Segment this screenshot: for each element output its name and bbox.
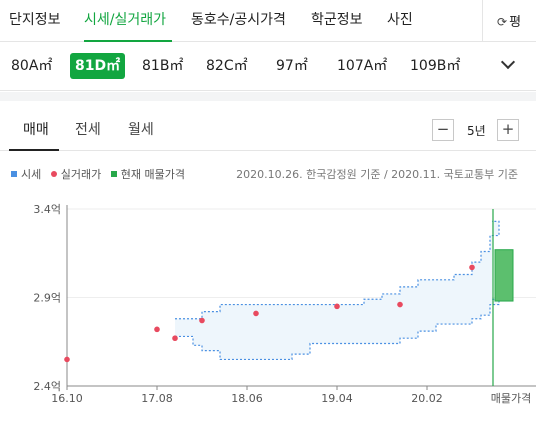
tab-unit-official-price[interactable]: 동호수/공시가격: [191, 12, 286, 28]
divider: [482, 0, 483, 42]
tab-jeonse[interactable]: 전세: [75, 122, 101, 138]
y-tick-label: 2.4억: [33, 380, 61, 393]
price-band-upper: [175, 220, 500, 320]
area-chip[interactable]: 109B㎡: [410, 58, 461, 74]
pyeong-label: 평: [509, 15, 522, 30]
pyeong-toggle-button[interactable]: ⟳ 평: [497, 11, 521, 30]
period-increase-button[interactable]: +: [497, 119, 519, 141]
y-tick-label: 3.4억: [33, 203, 61, 216]
area-chip[interactable]: 80A㎡: [11, 58, 53, 74]
price-band-lower: [175, 298, 500, 361]
legend-swatch: [50, 171, 57, 177]
tab-price-transactions[interactable]: 시세/실거래가: [84, 12, 166, 28]
legend-swatch: [11, 171, 17, 177]
legend-label: 실거래가: [60, 168, 102, 181]
x-tick-label: 19.04: [321, 392, 353, 405]
transaction-point: [334, 303, 340, 310]
x-tick-label: 20.02: [411, 392, 443, 405]
tab-school-info[interactable]: 학군정보: [311, 12, 363, 28]
tab-sale[interactable]: 매매: [23, 122, 49, 138]
legend-item: 실거래가: [50, 166, 102, 182]
divider: [0, 150, 536, 151]
area-chip-selected[interactable]: 81D㎡: [70, 53, 126, 79]
top-tabs: 단지정보 시세/실거래가 동호수/공시가격 학군정보 사진 ⟳ 평: [0, 0, 536, 42]
transaction-point: [154, 326, 160, 333]
price-band-area: [175, 221, 499, 360]
transaction-point: [397, 301, 403, 308]
data-source-note: 2020.10.26. 한국감정원 기준 / 2020.11. 국토교통부 기준: [236, 168, 518, 181]
transaction-point: [469, 264, 475, 271]
legend-label: 현재 매물가격: [120, 168, 185, 181]
refresh-icon: ⟳: [497, 15, 508, 29]
period-value: 5년: [467, 124, 486, 138]
tab-complex-info[interactable]: 단지정보: [9, 12, 61, 28]
transaction-point: [64, 356, 70, 363]
area-selector: 80A㎡ 81D㎡ 81B㎡ 82C㎡ 97㎡ 107A㎡ 109B㎡: [0, 43, 536, 91]
legend-label: 시세: [21, 168, 42, 181]
area-chip[interactable]: 82C㎡: [206, 58, 248, 74]
legend-swatch: [110, 171, 117, 177]
legend-item: 현재 매물가격: [110, 166, 185, 182]
active-tab-indicator: [84, 40, 172, 42]
transaction-point: [199, 317, 205, 324]
transaction-point: [172, 335, 178, 342]
current-listing-bar: [494, 249, 514, 302]
section-separator: [0, 92, 536, 101]
current-listing-label: 매물가격: [491, 392, 531, 405]
active-subtab-indicator: [9, 149, 59, 151]
x-tick-label: 16.10: [51, 392, 83, 405]
tab-monthly-rent[interactable]: 월세: [128, 122, 154, 138]
x-tick-label: 18.06: [231, 392, 263, 405]
x-tick-label: 17.08: [141, 392, 173, 405]
legend-item: 시세: [11, 166, 41, 182]
y-tick-label: 2.9억: [33, 292, 61, 305]
transaction-point: [253, 310, 259, 317]
area-chip[interactable]: 107A㎡: [337, 58, 388, 74]
chart-legend: 시세 실거래가 현재 매물가격: [11, 166, 191, 182]
tab-photos[interactable]: 사진: [387, 12, 413, 28]
area-chip[interactable]: 97㎡: [276, 58, 308, 74]
area-chip[interactable]: 81B㎡: [142, 58, 184, 74]
period-decrease-button[interactable]: −: [432, 119, 454, 141]
